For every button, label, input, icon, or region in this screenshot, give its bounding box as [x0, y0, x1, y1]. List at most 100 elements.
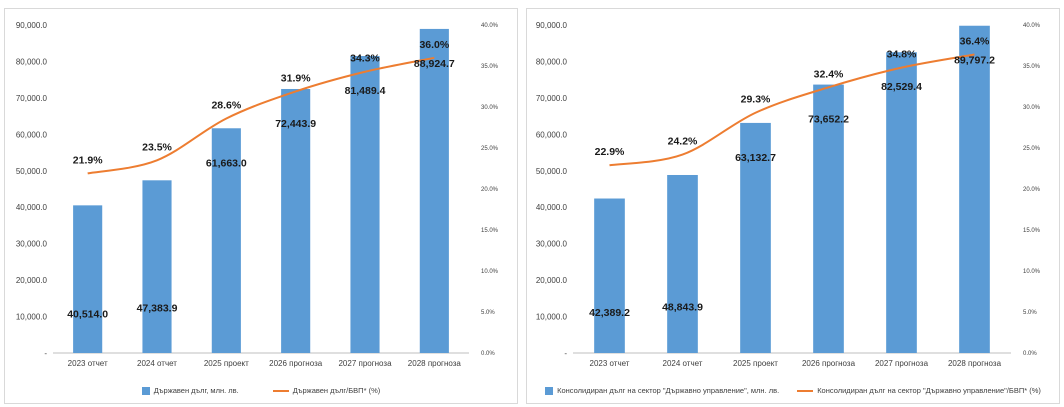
y2-tick-label: 5.0%	[481, 310, 495, 316]
y-tick-label: 30,000.0	[536, 240, 568, 249]
bar	[813, 84, 844, 354]
x-tick-label: 2028 прогноза	[948, 359, 1002, 368]
series-line	[87, 56, 435, 175]
x-tick-label: 2027 прогноза	[338, 359, 392, 368]
x-tick-label: 2024 отчет	[663, 359, 703, 368]
legend-item-bar: Държавен дълг, млн. лв.	[141, 386, 239, 395]
bar	[419, 28, 449, 353]
line-data-label: 36.0%	[419, 39, 449, 51]
bar	[211, 128, 241, 353]
legend-item-line: Консолидиран дълг на сектор "Държавно уп…	[797, 386, 1041, 395]
bar-data-label: 88,924.7	[414, 58, 455, 70]
x-tick-label: 2028 прогноза	[408, 359, 462, 368]
y-tick-label: 50,000.0	[536, 167, 568, 176]
y-tick-label: 20,000.0	[16, 276, 48, 285]
y-tick-label: 40,000.0	[536, 203, 568, 212]
y-tick-label: 60,000.0	[16, 130, 48, 139]
y-tick-label: -	[44, 349, 47, 358]
bar-data-label: 73,652.2	[808, 114, 849, 126]
line-data-label: 22.9%	[595, 146, 625, 158]
legend-swatch-line	[272, 389, 289, 392]
bar-data-label: 81,489.4	[345, 85, 386, 97]
line-data-label: 36.4%	[960, 36, 990, 48]
y2-tick-label: 20.0%	[1023, 187, 1041, 193]
legend-label-line: Консолидиран дълг на сектор "Държавно уп…	[817, 386, 1041, 395]
y2-tick-label: 20.0%	[481, 187, 499, 193]
y2-tick-label: 15.0%	[481, 228, 499, 234]
y2-tick-label: 30.0%	[481, 105, 499, 111]
line-data-label: 23.5%	[142, 141, 172, 153]
line-data-label: 32.4%	[814, 68, 844, 80]
legend-item-bar: Консолидиран дълг на сектор "Държавно уп…	[545, 386, 779, 395]
x-tick-label: 2024 отчет	[137, 359, 177, 368]
line-data-label: 29.3%	[741, 94, 771, 106]
y-tick-label: 60,000.0	[536, 130, 568, 139]
y2-tick-label: 5.0%	[1023, 310, 1037, 316]
line-data-label: 28.6%	[211, 99, 241, 111]
legend-label-line: Държавен дълг/БВП* (%)	[292, 386, 381, 395]
bar	[667, 174, 698, 353]
legend-swatch-bar	[141, 386, 150, 395]
bar-data-label: 48,843.9	[662, 301, 703, 313]
bar-data-label: 61,663.0	[206, 157, 247, 169]
chart-legend: Консолидиран дълг на сектор "Държавно уп…	[527, 386, 1059, 395]
bar-data-label: 82,529.4	[881, 81, 922, 93]
legend-label-bar: Консолидиран дълг на сектор "Държавно уп…	[557, 386, 780, 395]
bar	[886, 52, 917, 353]
line-data-label: 34.8%	[887, 49, 917, 61]
legend-item-line: Държавен дълг/БВП* (%)	[272, 386, 381, 395]
y2-tick-label: 10.0%	[1023, 269, 1041, 275]
y-tick-label: 50,000.0	[16, 167, 48, 176]
bar	[281, 88, 311, 353]
y-tick-label: 40,000.0	[16, 203, 48, 212]
series-line	[609, 53, 975, 167]
y2-tick-label: 35.0%	[1023, 64, 1041, 70]
bar-data-label: 72,443.9	[275, 118, 316, 130]
bar	[959, 25, 990, 353]
chart-consolidated-debt: - 10,000.0 20,000.0 30,000.0 40,000.0 50,000.…	[536, 21, 1041, 368]
legend-swatch-bar	[545, 386, 554, 395]
y2-tick-label: 15.0%	[1023, 228, 1041, 234]
y2-tick-label: 10.0%	[481, 269, 499, 275]
bar	[142, 180, 172, 353]
bar-data-label: 89,797.2	[954, 55, 995, 67]
x-tick-label: 2026 прогноза	[802, 359, 856, 368]
bar-data-label: 40,514.0	[67, 309, 108, 321]
y-tick-label: 80,000.0	[536, 57, 568, 66]
y2-tick-label: 40.0%	[481, 23, 499, 29]
y2-tick-label: 0.0%	[1023, 351, 1037, 357]
chart-government-debt: - 10,000.0 20,000.0 30,000.0 40,000.0 50,000.…	[16, 21, 499, 368]
bar	[350, 56, 380, 353]
line-data-label: 24.2%	[668, 136, 698, 148]
bar-data-label: 63,132.7	[735, 152, 776, 164]
legend-label-bar: Държавен дълг, млн. лв.	[153, 386, 239, 395]
y-tick-label: 90,000.0	[536, 21, 568, 30]
bar	[740, 122, 771, 353]
x-tick-label: 2027 прогноза	[875, 359, 929, 368]
chart-legend: Държавен дълг, млн. лв. Държавен дълг/БВ…	[5, 386, 517, 395]
chart-panel-government-debt: - 10,000.0 20,000.0 30,000.0 40,000.0 50,000.…	[4, 8, 518, 404]
y-tick-label: 30,000.0	[16, 240, 48, 249]
y2-tick-label: 30.0%	[1023, 105, 1041, 111]
bar-data-label: 42,389.2	[589, 307, 630, 319]
y-tick-label: -	[564, 349, 567, 358]
y2-tick-label: 35.0%	[481, 64, 499, 70]
y2-tick-label: 40.0%	[1023, 23, 1041, 29]
y-tick-label: 70,000.0	[16, 94, 48, 103]
x-tick-label: 2025 проект	[733, 359, 778, 368]
line-data-label: 21.9%	[73, 154, 103, 166]
bar-data-label: 47,383.9	[137, 303, 178, 315]
x-tick-label: 2025 проект	[204, 359, 249, 368]
line-data-label: 34.3%	[350, 53, 380, 65]
line-data-label: 31.9%	[281, 72, 311, 84]
y-tick-label: 20,000.0	[536, 276, 568, 285]
bar	[73, 205, 103, 353]
y-tick-label: 10,000.0	[16, 313, 48, 322]
legend-swatch-line	[797, 389, 814, 392]
y2-tick-label: 25.0%	[1023, 146, 1041, 152]
x-tick-label: 2023 отчет	[590, 359, 630, 368]
y-tick-label: 70,000.0	[536, 94, 568, 103]
y2-tick-label: 25.0%	[481, 146, 499, 152]
y-tick-label: 80,000.0	[16, 57, 48, 66]
